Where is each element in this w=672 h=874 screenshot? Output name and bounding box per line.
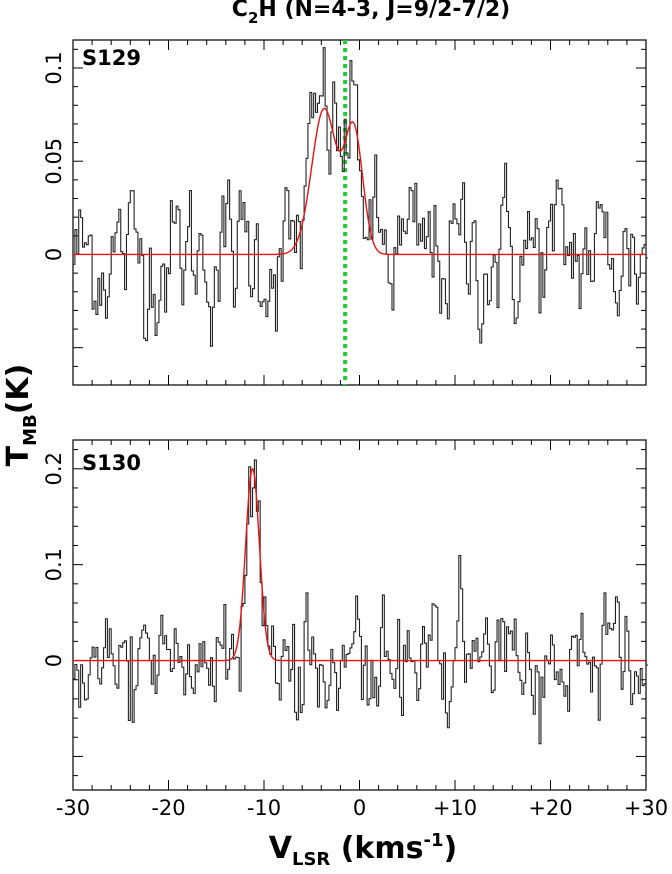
panel-s129: 0 0.05 0.1 S129 [42, 39, 648, 386]
spectrum-s129 [73, 47, 648, 347]
y-tick-label: 0.1 [42, 51, 66, 84]
x-tick-label: -10 [247, 796, 281, 820]
x-axis-label: VLSR (kms-1) [269, 830, 457, 870]
x-tick-label: -30 [56, 796, 90, 820]
fit-s129 [73, 107, 646, 256]
y-tick-label: 0 [42, 248, 66, 261]
x-tick-label: 0 [353, 796, 366, 820]
x-tick-label: +30 [624, 796, 668, 820]
panel-label-s129: S129 [82, 46, 141, 70]
y-tick-label: 0.05 [42, 138, 66, 185]
spectrum-s130 [73, 459, 648, 745]
panel-s130-frame [72, 439, 647, 791]
fit-s130 [73, 467, 646, 662]
x-tick-label: -20 [151, 796, 185, 820]
x-tick-label: +20 [528, 796, 572, 820]
y-tick-label: 0.2 [42, 452, 66, 485]
panel-s129-frame [72, 39, 647, 386]
figure-title: C2H (N=4-3, J=9/2-7/2) [232, 0, 510, 27]
y-tick-label: 0 [42, 654, 66, 667]
y-axis-label: TMB(K) [1, 364, 41, 467]
x-tick-label: +10 [433, 796, 477, 820]
panel-s130: 0 0.1 0.2 S130 -30 -20 -10 0 +10 +20 +30 [42, 439, 668, 820]
panel-label-s130: S130 [82, 451, 141, 475]
y-tick-label: 0.1 [42, 548, 66, 581]
